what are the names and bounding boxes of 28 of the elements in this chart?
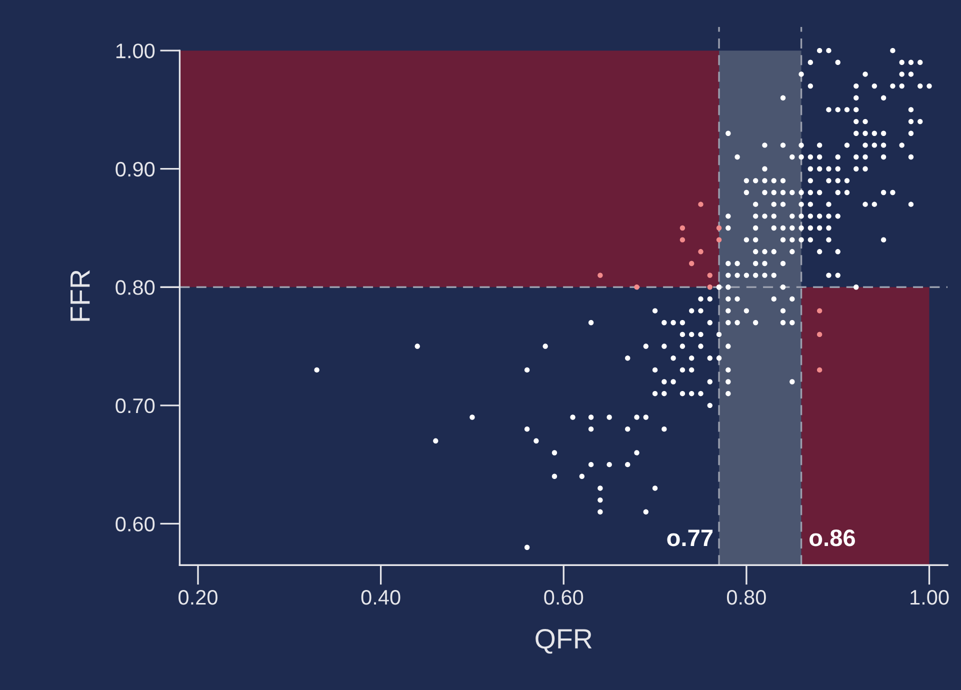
y-tick-label: 0.80	[116, 280, 155, 295]
x-axis-title: QFR	[536, 629, 592, 654]
x-tick-label: 0.40	[361, 590, 400, 605]
point	[707, 284, 712, 290]
x-tick-label: 1.00	[910, 590, 949, 605]
y-axis-title: FFR	[70, 270, 90, 321]
point	[598, 272, 603, 278]
point	[680, 237, 686, 242]
point	[689, 260, 694, 266]
point	[716, 237, 722, 242]
x-tick-label: 0.60	[544, 590, 584, 605]
point	[707, 272, 712, 278]
y-tick-label: 0.70	[116, 398, 155, 414]
ref-line-label: o.77	[667, 530, 713, 546]
point	[816, 308, 822, 314]
y-tick-label: 0.90	[116, 162, 155, 177]
point	[816, 367, 822, 373]
x-tick-label: 0.20	[178, 590, 218, 605]
point	[816, 332, 822, 338]
ref-line-label: o.86	[810, 530, 855, 546]
point	[698, 249, 704, 254]
y-tick-label: 0.60	[116, 516, 155, 532]
point	[634, 284, 640, 290]
y-tick-label: 1.00	[116, 44, 155, 58]
point	[716, 225, 722, 231]
point	[680, 225, 686, 231]
x-tick-label: 0.80	[726, 590, 766, 605]
point	[698, 202, 704, 207]
